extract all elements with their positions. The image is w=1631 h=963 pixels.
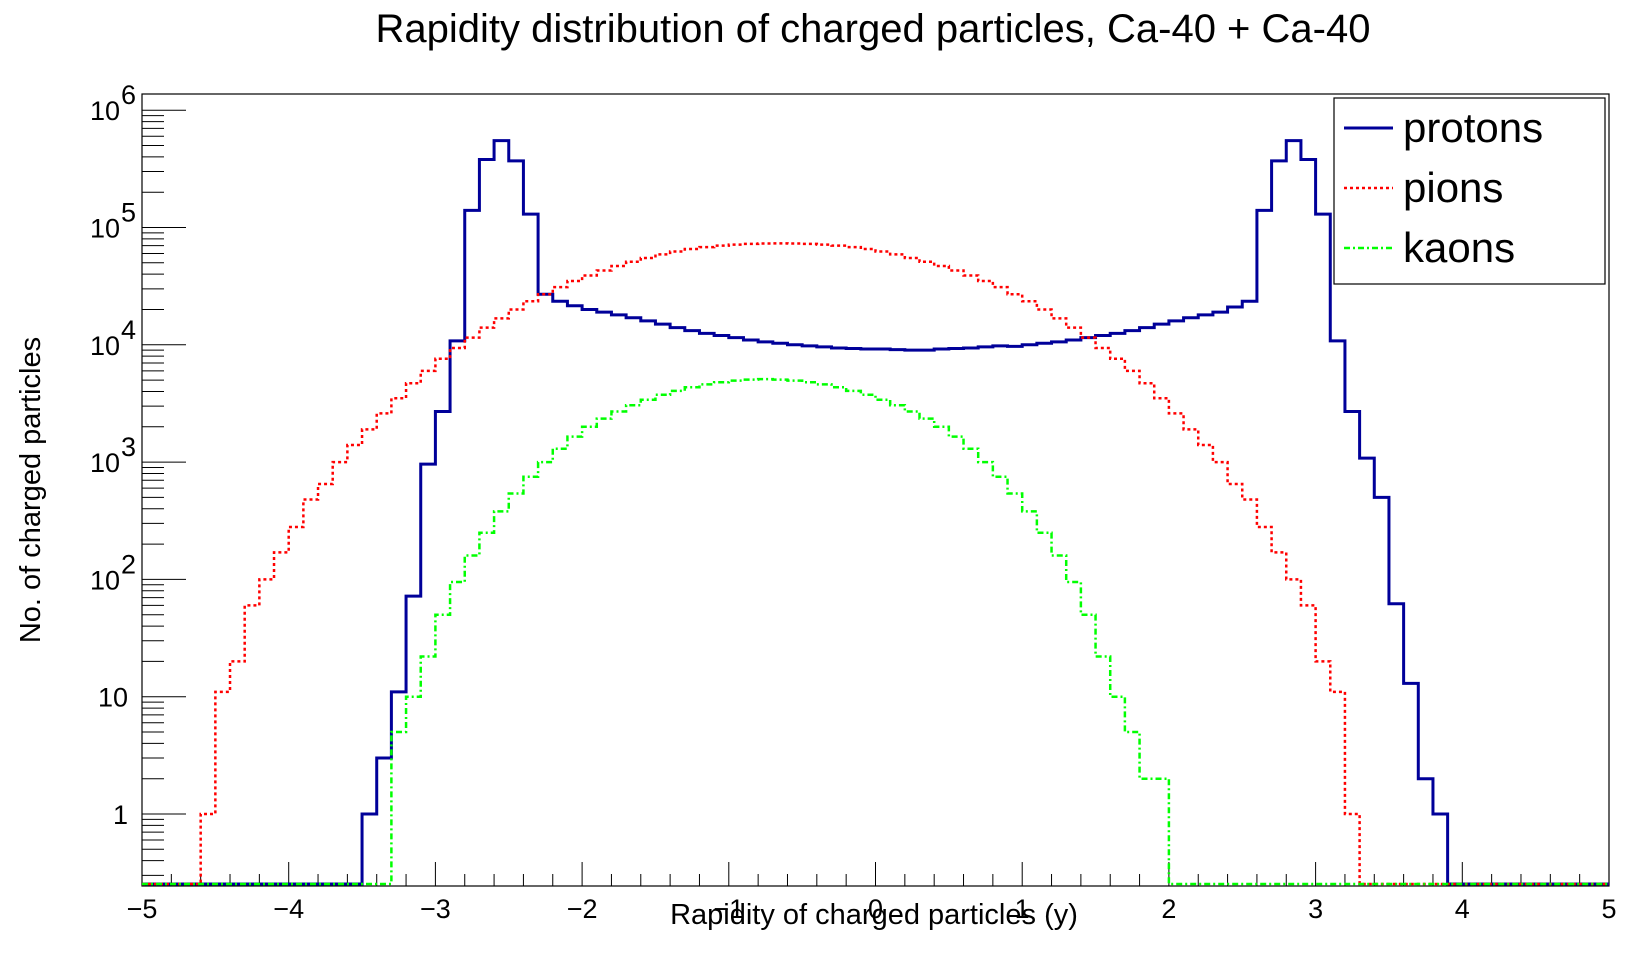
x-tick-label: −5 xyxy=(127,894,158,924)
x-tick-label: 2 xyxy=(1161,894,1176,924)
x-tick-label: 3 xyxy=(1308,894,1323,924)
histogram-series xyxy=(142,139,1609,886)
y-tick-exponent: 6 xyxy=(121,80,136,110)
y-tick-exponent: 5 xyxy=(121,198,136,228)
y-tick-exponent: 4 xyxy=(121,315,136,345)
series-pions xyxy=(142,242,1609,886)
y-tick-label: 10 xyxy=(90,331,120,361)
legend: protons pions kaons xyxy=(1333,97,1606,285)
y-tick-label: 10 xyxy=(90,448,120,478)
x-tick-label: −3 xyxy=(420,894,451,924)
legend-label-protons: protons xyxy=(1403,104,1543,151)
y-tick-label: 10 xyxy=(90,96,120,126)
y-tick-label: 10 xyxy=(98,683,128,713)
x-axis-label: Rapidity of charged particles (y) xyxy=(670,899,1078,931)
x-tick-label: −4 xyxy=(273,894,304,924)
y-tick-exponent: 2 xyxy=(121,549,136,579)
y-tick-label: 1 xyxy=(113,800,128,830)
y-tick-label: 10 xyxy=(90,214,120,244)
y-tick-label: 10 xyxy=(90,565,120,595)
x-tick-label: 0 xyxy=(868,894,883,924)
series-protons xyxy=(142,139,1609,886)
legend-label-pions: pions xyxy=(1403,164,1503,211)
legend-label-kaons: kaons xyxy=(1403,224,1515,271)
x-tick-label: −2 xyxy=(567,894,598,924)
y-axis-label: No. of charged particles xyxy=(15,337,47,643)
x-tick-label: 4 xyxy=(1455,894,1470,924)
x-tick-label: 1 xyxy=(1015,894,1030,924)
x-axis: −5 −4 −3 −2 −1 0 1 2 3 4 5 xyxy=(127,862,1617,924)
x-tick-label: 5 xyxy=(1601,894,1616,924)
series-kaons xyxy=(142,377,1609,886)
x-tick-label: −1 xyxy=(713,894,744,924)
chart-title: Rapidity distribution of charged particl… xyxy=(376,7,1371,51)
y-tick-exponent: 3 xyxy=(121,432,136,462)
